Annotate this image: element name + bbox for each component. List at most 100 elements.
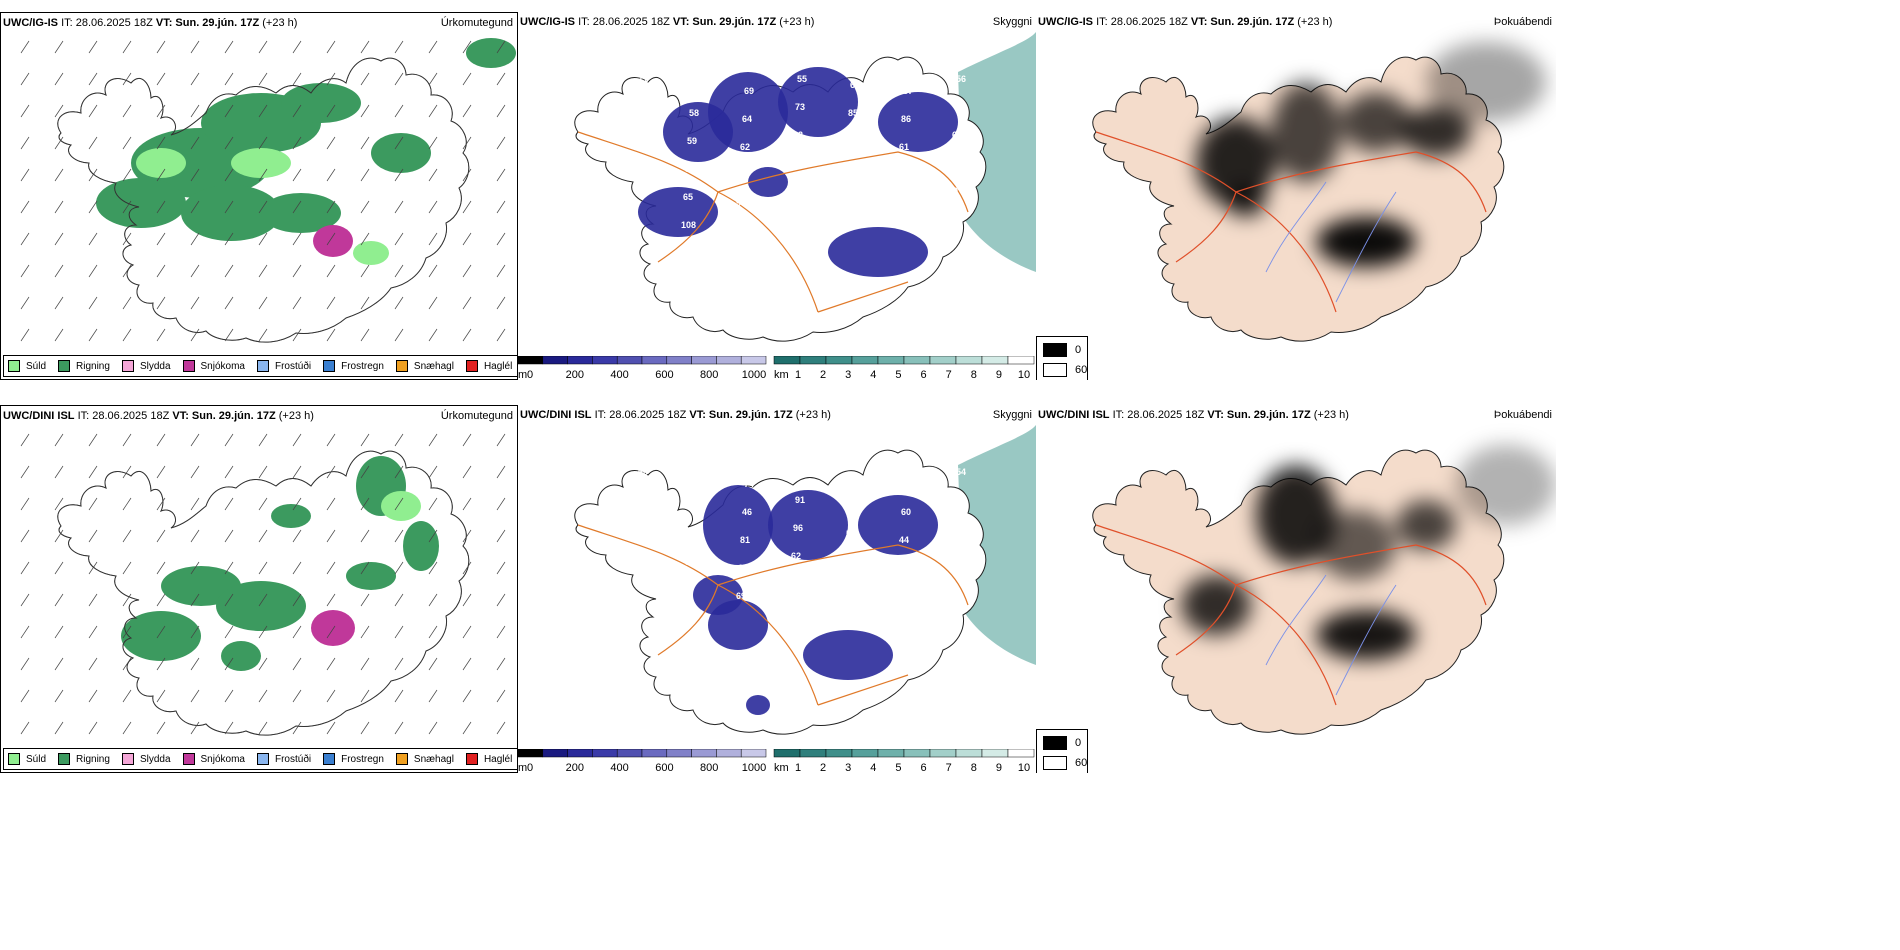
visibility-value-label: 61	[899, 142, 909, 152]
visibility-value-label: 37	[897, 563, 907, 573]
visibility-value-label: 69	[744, 86, 754, 96]
visibility-value-label: 56	[956, 74, 966, 84]
cloud-base-tick: 800	[700, 762, 718, 773]
legend-swatch	[256, 360, 269, 372]
visibility-step	[851, 356, 879, 365]
cloud-base-tick: 0	[527, 762, 533, 773]
visibility-value-label: 101	[791, 158, 806, 168]
legend-label: Snæhagl	[413, 360, 454, 372]
visibility-value-label: 87	[903, 86, 913, 96]
visibility-value-label: 33	[842, 192, 852, 202]
visibility-value-label: 96	[793, 523, 803, 533]
visibility-step	[773, 749, 801, 758]
legend-item: Snjókoma	[182, 753, 245, 765]
visibility-step	[981, 356, 1009, 365]
visibility-map: 71 65 69 55 60 87 56 58 64 73 85 86 47 59 62 82 71 61 63 80…	[574, 32, 1036, 342]
visibility-value-label: 159	[789, 579, 804, 589]
legend-swatch	[395, 753, 408, 765]
visibility-value-label: 71	[638, 74, 648, 84]
legend-label: Frostúði	[274, 753, 312, 765]
panel-header: UWC/DINI ISL IT: 28.06.2025 18Z VT: Sun.…	[520, 409, 831, 421]
visibility-value-label: 62	[740, 142, 750, 152]
visibility-value-label: 66	[738, 563, 748, 573]
cloud-base-step	[740, 356, 767, 365]
fog-map	[1092, 445, 1556, 735]
cloud-base-colorbar: m 0 200 400 600 800 1000 km 1 2 3 4 5 6 7 8 9 10	[518, 749, 1035, 773]
visibility-tick: 3	[845, 762, 851, 773]
visibility-tick: 4	[870, 762, 876, 773]
cloud-base-step	[542, 749, 568, 758]
visibility-tick: 10	[1018, 369, 1030, 380]
fog-panel-row1: UWC/IG-IS IT: 28.06.2025 18Z VT: Sun. 29…	[1036, 12, 1556, 380]
visibility-value-label: 89	[738, 170, 748, 180]
precip-type-legend: Súld Rigning Slydda Snjókoma Frostúði Frostre…	[3, 355, 517, 377]
visibility-value-label: 108	[681, 220, 696, 230]
visibility-step	[877, 749, 905, 758]
legend-swatch	[8, 360, 20, 372]
visibility-value-label: 91	[795, 495, 805, 505]
visibility-value-label: 36	[787, 214, 797, 224]
visibility-step	[981, 749, 1009, 758]
visibility-step	[825, 356, 853, 365]
legend-label: Slydda	[139, 753, 171, 765]
legend-label: Súld	[26, 360, 47, 372]
cloud-base-colorbar: m 0 200 400 600 800 1000 km 1 2 3 4 5 6 7 8 9 10	[518, 356, 1035, 380]
precip-panel-title: Úrkomutegund	[440, 410, 513, 422]
visibility-panel-row2: UWC/DINI ISL IT: 28.06.2025 18Z VT: Sun.…	[518, 405, 1036, 773]
visibility-value-label: 65	[691, 80, 701, 90]
visibility-tick: 6	[920, 762, 926, 773]
panel-header: UWC/DINI ISL IT: 28.06.2025 18Z VT: Sun.…	[1038, 409, 1349, 421]
legend-swatch	[465, 753, 478, 765]
precip-panel-row2: UWC/DINI ISL IT: 28.06.2025 18Z VT: Sun.…	[0, 405, 518, 773]
legend-label: Frostregn	[341, 360, 384, 372]
legend-swatch	[465, 360, 478, 372]
fog-map	[1092, 42, 1546, 342]
cloud-base-step	[716, 356, 742, 365]
legend-item: Súld	[8, 753, 46, 765]
visibility-unit: km	[774, 762, 789, 773]
visibility-value-label: 47	[954, 102, 964, 112]
visibility-value-label: 54	[956, 467, 966, 477]
legend-label: Snæhagl	[413, 753, 454, 765]
visibility-value-label: 85	[848, 108, 858, 118]
legend-item: Snæhagl	[395, 360, 454, 372]
cloud-base-unit: m	[518, 762, 527, 773]
cloud-base-step	[592, 356, 618, 365]
visibility-step	[1007, 356, 1035, 365]
cloud-base-tick: 1000	[742, 762, 766, 773]
visibility-value-label: 39	[789, 186, 799, 196]
cloud-base-unit: m	[518, 369, 527, 380]
cloud-base-step	[641, 356, 668, 365]
visibility-value-label: 58	[846, 529, 856, 539]
visibility-step	[877, 356, 905, 365]
cloud-base-tick: 200	[566, 369, 584, 380]
visibility-value-label: 43	[895, 591, 905, 601]
visibility-value-label: 87	[797, 467, 807, 477]
legend-swatch	[8, 753, 20, 765]
legend-item: Frostúði	[256, 360, 311, 372]
visibility-value-label: 60	[850, 80, 860, 90]
visibility-value-label: 75	[683, 585, 693, 595]
visibility-step	[799, 356, 827, 365]
visibility-step	[903, 356, 931, 365]
visibility-panel-title: Skyggni	[992, 409, 1032, 421]
fog-low-swatch	[1043, 756, 1067, 770]
precip-panel-row1: UWC/IG-IS IT: 28.06.2025 18Z VT: Sun. 29…	[0, 12, 518, 380]
cloud-base-step	[666, 749, 692, 758]
cloud-base-tick: 1000	[742, 369, 766, 380]
visibility-step	[955, 749, 983, 758]
cloud-base-step	[740, 749, 767, 758]
visibility-value-label: 57	[897, 170, 907, 180]
cloud-base-step	[716, 749, 742, 758]
visibility-step	[825, 749, 853, 758]
precip-map	[20, 433, 506, 736]
visibility-value-label: 74	[744, 479, 754, 489]
fog-high-label: 0	[1075, 737, 1082, 749]
legend-label: Rigning	[76, 360, 110, 372]
visibility-value-label: 104	[734, 226, 749, 236]
visibility-step	[799, 749, 827, 758]
fog-high-swatch	[1043, 343, 1067, 357]
cloud-base-step	[666, 356, 692, 365]
visibility-value-label: 44	[950, 158, 960, 168]
visibility-map: 60 66 74 87 51 66 54 50 46 91 64 60 85 93 81 96 58 44 58 55…	[574, 425, 1036, 735]
